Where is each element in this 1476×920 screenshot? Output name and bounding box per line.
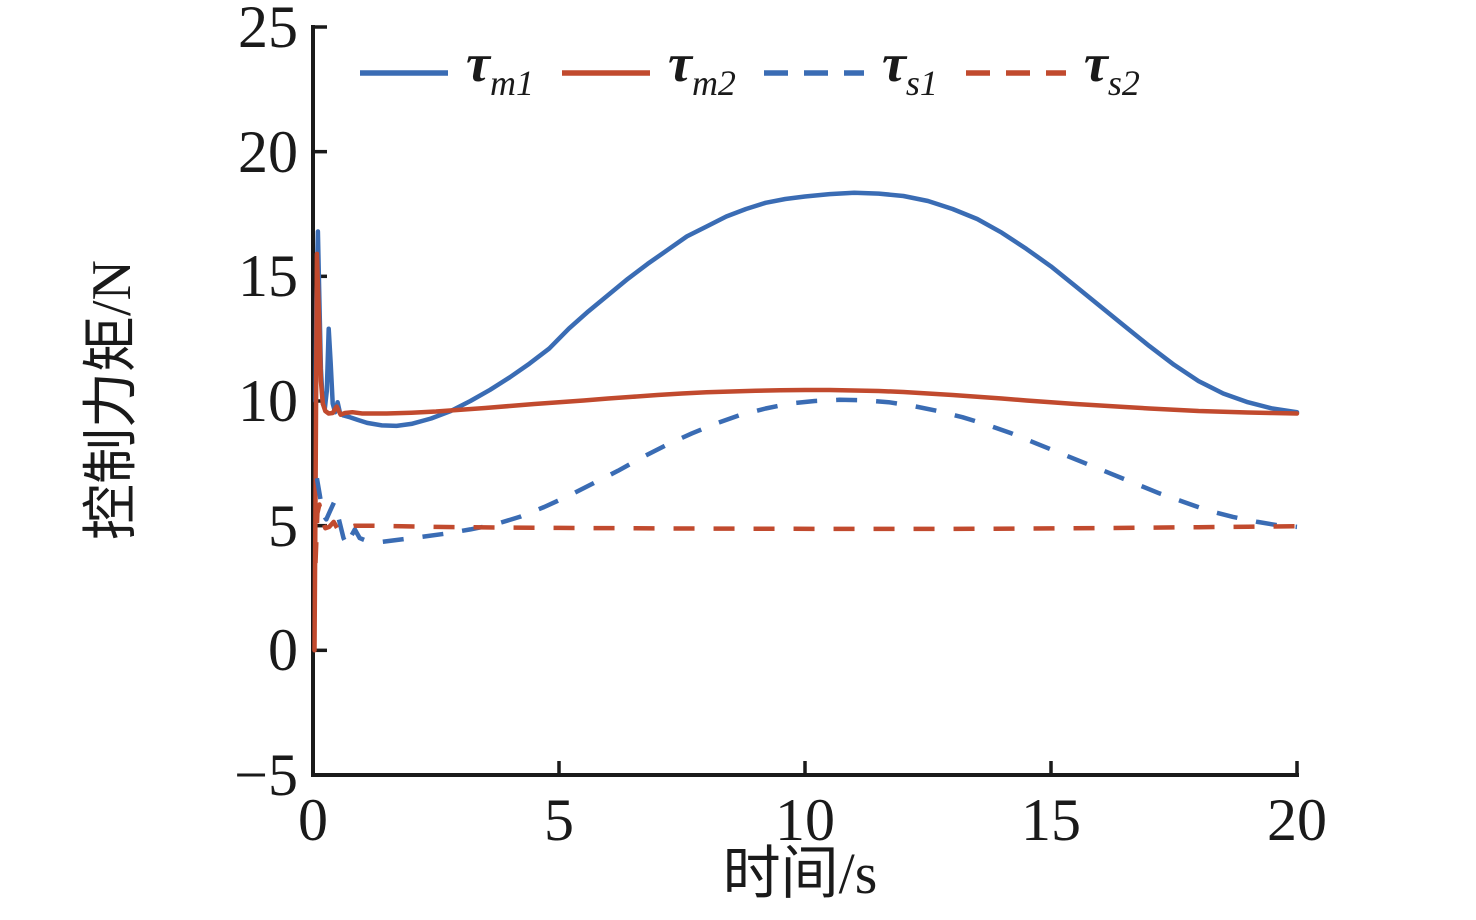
legend: τm1 τm2 τs1 τs2	[358, 36, 1140, 110]
x-tick-label: 0	[298, 787, 328, 853]
y-tick-label: 15	[238, 243, 298, 310]
y-tick-label: 25	[238, 0, 298, 60]
series-line-tau-m2	[312, 251, 1300, 653]
y-tick-label: 20	[238, 118, 298, 185]
y-tick-label: −5	[234, 742, 298, 808]
legend-sample-line	[360, 70, 448, 76]
legend-symbol: τ	[881, 33, 906, 93]
legend-symbol: τ	[667, 33, 692, 93]
legend-item-τm2: τm2	[560, 36, 736, 110]
legend-sample-line	[561, 70, 650, 76]
legend-subscript: m2	[691, 63, 736, 103]
series-line-tau-s2	[313, 502, 1298, 564]
y-tick-label: 0	[268, 617, 298, 684]
x-axis-label: 时间/s	[722, 841, 878, 906]
series-line-tau-s1	[314, 397, 1298, 549]
legend-subscript: s2	[1107, 63, 1140, 103]
series-layer	[312, 190, 1300, 653]
legend-label: τm2	[668, 36, 736, 110]
legend-subscript: m1	[489, 63, 534, 103]
legend-item-τs2: τs2	[964, 36, 1140, 110]
legend-subscript: s1	[905, 63, 938, 103]
legend-label: τs1	[882, 36, 938, 110]
legend-label: τm1	[466, 36, 534, 110]
y-axis-label: 控制力矩/N	[81, 260, 143, 540]
series-line-tau-m1	[313, 190, 1300, 429]
y-tick-label: 5	[268, 492, 298, 559]
legend-symbol: τ	[1083, 33, 1108, 93]
x-tick-label: 15	[1021, 787, 1081, 853]
legend-symbol: τ	[466, 33, 490, 93]
x-tick-label: 5	[544, 787, 574, 853]
legend-label: τs2	[1084, 36, 1140, 110]
y-tick-label: 10	[238, 368, 298, 434]
x-tick-label: 10	[775, 787, 835, 853]
x-tick-label: 20	[1267, 787, 1327, 853]
legend-sample-line	[965, 70, 1066, 76]
legend-sample-line	[763, 70, 864, 76]
legend-item-τs1: τs1	[762, 36, 938, 110]
legend-item-τm1: τm1	[358, 36, 534, 110]
